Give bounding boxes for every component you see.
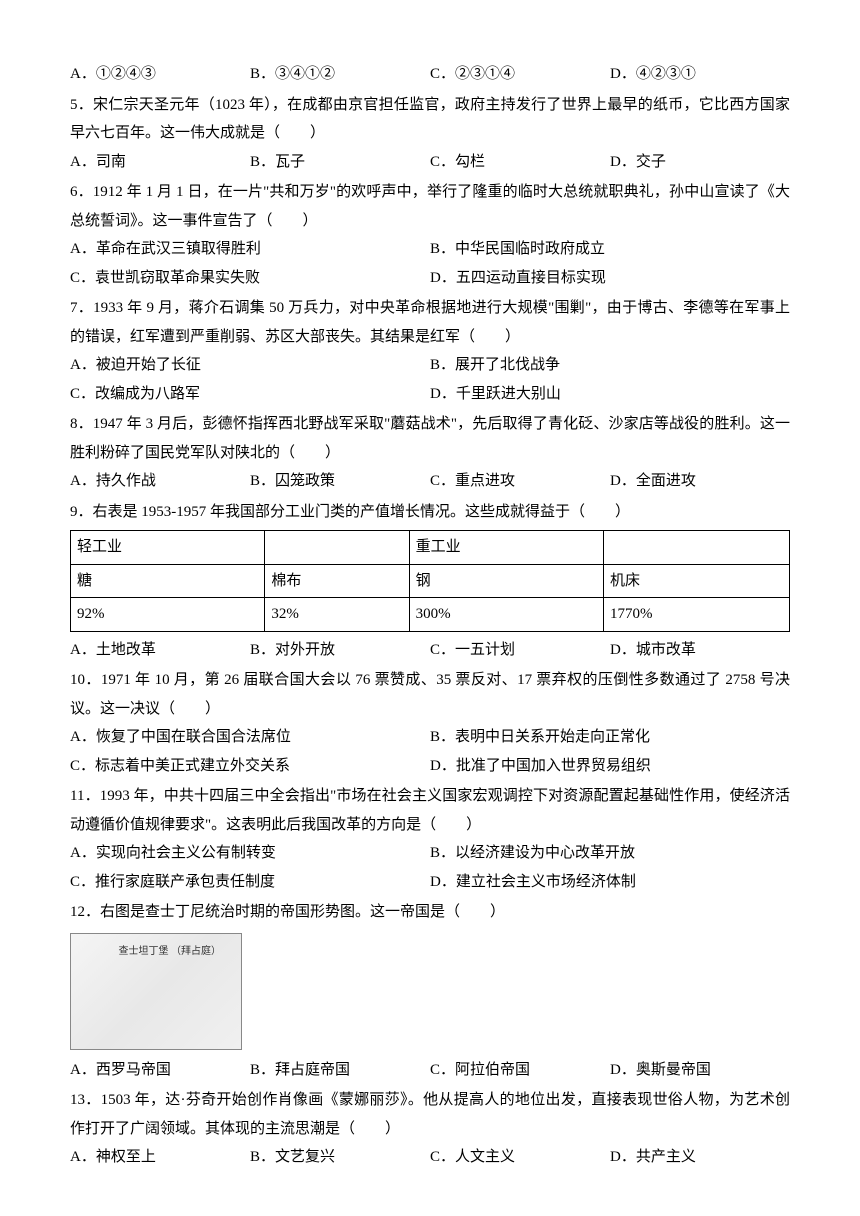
options-row: A．①②④③ B．③④①② C．②③①④ D．④②③① <box>70 60 790 89</box>
question-13: 13．1503 年，达·芬奇开始创作肖像画《蒙娜丽莎》。他从提高人的地位出发，直… <box>70 1086 790 1172</box>
table-cell: 轻工业 <box>71 531 265 565</box>
table-cell: 92% <box>71 598 265 632</box>
option-b: B．③④①② <box>250 60 430 89</box>
option-d: D．共产主义 <box>610 1143 790 1172</box>
question-8: 8．1947 年 3 月后，彭德怀指挥西北野战军采取"蘑菇战术"，先后取得了青化… <box>70 410 790 496</box>
option-a: A．持久作战 <box>70 467 250 496</box>
options-row: A．司南 B．瓦子 C．勾栏 D．交子 <box>70 148 790 177</box>
option-d: D．千里跃进大别山 <box>430 380 790 409</box>
option-b: B．对外开放 <box>250 636 430 665</box>
options-row: A．西罗马帝国 B．拜占庭帝国 C．阿拉伯帝国 D．奥斯曼帝国 <box>70 1056 790 1085</box>
option-b: B．瓦子 <box>250 148 430 177</box>
table-row: 糖 棉布 钢 机床 <box>71 564 790 598</box>
option-d: D．建立社会主义市场经济体制 <box>430 868 790 897</box>
option-a: A．土地改革 <box>70 636 250 665</box>
option-b: B．文艺复兴 <box>250 1143 430 1172</box>
option-c: C．勾栏 <box>430 148 610 177</box>
options-row-2: C．推行家庭联产承包责任制度 D．建立社会主义市场经济体制 <box>70 868 790 897</box>
option-d: D．交子 <box>610 148 790 177</box>
option-b: B．囚笼政策 <box>250 467 430 496</box>
industry-table: 轻工业 重工业 糖 棉布 钢 机床 92% 32% 300% 1770% <box>70 530 790 632</box>
options-row-1: A．被迫开始了长征 B．展开了北伐战争 <box>70 351 790 380</box>
question-4-options: A．①②④③ B．③④①② C．②③①④ D．④②③① <box>70 60 790 89</box>
options-row: A．持久作战 B．囚笼政策 C．重点进攻 D．全面进攻 <box>70 467 790 496</box>
option-c: C．阿拉伯帝国 <box>430 1056 610 1085</box>
question-text: 6．1912 年 1 月 1 日，在一片"共和万岁"的欢呼声中，举行了隆重的临时… <box>70 178 790 235</box>
question-text: 13．1503 年，达·芬奇开始创作肖像画《蒙娜丽莎》。他从提高人的地位出发，直… <box>70 1086 790 1143</box>
option-c: C．标志着中美正式建立外交关系 <box>70 752 430 781</box>
question-text: 8．1947 年 3 月后，彭德怀指挥西北野战军采取"蘑菇战术"，先后取得了青化… <box>70 410 790 467</box>
options-row-1: A．恢复了中国在联合国合法席位 B．表明中日关系开始走向正常化 <box>70 723 790 752</box>
question-10: 10．1971 年 10 月，第 26 届联合国大会以 76 票赞成、35 票反… <box>70 666 790 780</box>
option-c: C．人文主义 <box>430 1143 610 1172</box>
table-row: 92% 32% 300% 1770% <box>71 598 790 632</box>
option-c: C．一五计划 <box>430 636 610 665</box>
question-text: 11．1993 年，中共十四届三中全会指出"市场在社会主义国家宏观调控下对资源配… <box>70 782 790 839</box>
option-c: C．改编成为八路军 <box>70 380 430 409</box>
option-a: A．①②④③ <box>70 60 250 89</box>
option-a: A．恢复了中国在联合国合法席位 <box>70 723 430 752</box>
option-b: B．展开了北伐战争 <box>430 351 790 380</box>
option-d: D．奥斯曼帝国 <box>610 1056 790 1085</box>
question-6: 6．1912 年 1 月 1 日，在一片"共和万岁"的欢呼声中，举行了隆重的临时… <box>70 178 790 292</box>
option-c: C．重点进攻 <box>430 467 610 496</box>
question-text: 12．右图是查士丁尼统治时期的帝国形势图。这一帝国是（ ） <box>70 898 790 927</box>
table-cell: 机床 <box>603 564 789 598</box>
options-row-1: A．革命在武汉三镇取得胜利 B．中华民国临时政府成立 <box>70 235 790 264</box>
question-text: 10．1971 年 10 月，第 26 届联合国大会以 76 票赞成、35 票反… <box>70 666 790 723</box>
table-row: 轻工业 重工业 <box>71 531 790 565</box>
map-image: 查士坦丁堡 （拜占庭） <box>70 933 242 1050</box>
option-d: D．④②③① <box>610 60 790 89</box>
question-text: 9．右表是 1953-1957 年我国部分工业门类的产值增长情况。这些成就得益于… <box>70 498 790 527</box>
option-d: D．全面进攻 <box>610 467 790 496</box>
option-b: B．拜占庭帝国 <box>250 1056 430 1085</box>
options-row: A．神权至上 B．文艺复兴 C．人文主义 D．共产主义 <box>70 1143 790 1172</box>
option-d: D．五四运动直接目标实现 <box>430 264 790 293</box>
option-c: C．袁世凯窃取革命果实失败 <box>70 264 430 293</box>
option-d: D．城市改革 <box>610 636 790 665</box>
option-a: A．实现向社会主义公有制转变 <box>70 839 430 868</box>
option-a: A．被迫开始了长征 <box>70 351 430 380</box>
question-12: 12．右图是查士丁尼统治时期的帝国形势图。这一帝国是（ ） 查士坦丁堡 （拜占庭… <box>70 898 790 1084</box>
option-a: A．革命在武汉三镇取得胜利 <box>70 235 430 264</box>
table-cell: 300% <box>409 598 603 632</box>
question-11: 11．1993 年，中共十四届三中全会指出"市场在社会主义国家宏观调控下对资源配… <box>70 782 790 896</box>
table-cell: 1770% <box>603 598 789 632</box>
option-a: A．神权至上 <box>70 1143 250 1172</box>
option-a: A．西罗马帝国 <box>70 1056 250 1085</box>
options-row-2: C．改编成为八路军 D．千里跃进大别山 <box>70 380 790 409</box>
option-b: B．表明中日关系开始走向正常化 <box>430 723 790 752</box>
question-text: 7．1933 年 9 月，蒋介石调集 50 万兵力，对中央革命根据地进行大规模"… <box>70 294 790 351</box>
option-b: B．以经济建设为中心改革开放 <box>430 839 790 868</box>
option-a: A．司南 <box>70 148 250 177</box>
options-row: A．土地改革 B．对外开放 C．一五计划 D．城市改革 <box>70 636 790 665</box>
option-c: C．推行家庭联产承包责任制度 <box>70 868 430 897</box>
options-row-2: C．标志着中美正式建立外交关系 D．批准了中国加入世界贸易组织 <box>70 752 790 781</box>
question-9: 9．右表是 1953-1957 年我国部分工业门类的产值增长情况。这些成就得益于… <box>70 498 790 665</box>
table-cell: 钢 <box>409 564 603 598</box>
table-cell <box>265 531 409 565</box>
table-cell <box>603 531 789 565</box>
table-cell: 糖 <box>71 564 265 598</box>
table-cell: 棉布 <box>265 564 409 598</box>
options-row-1: A．实现向社会主义公有制转变 B．以经济建设为中心改革开放 <box>70 839 790 868</box>
question-5: 5．宋仁宗天圣元年（1023 年），在成都由京官担任监官，政府主持发行了世界上最… <box>70 91 790 177</box>
option-b: B．中华民国临时政府成立 <box>430 235 790 264</box>
question-text: 5．宋仁宗天圣元年（1023 年），在成都由京官担任监官，政府主持发行了世界上最… <box>70 91 790 148</box>
options-row-2: C．袁世凯窃取革命果实失败 D．五四运动直接目标实现 <box>70 264 790 293</box>
option-d: D．批准了中国加入世界贸易组织 <box>430 752 790 781</box>
table-cell: 32% <box>265 598 409 632</box>
map-label: 查士坦丁堡 （拜占庭） <box>119 946 222 958</box>
table-cell: 重工业 <box>409 531 603 565</box>
option-c: C．②③①④ <box>430 60 610 89</box>
question-7: 7．1933 年 9 月，蒋介石调集 50 万兵力，对中央革命根据地进行大规模"… <box>70 294 790 408</box>
